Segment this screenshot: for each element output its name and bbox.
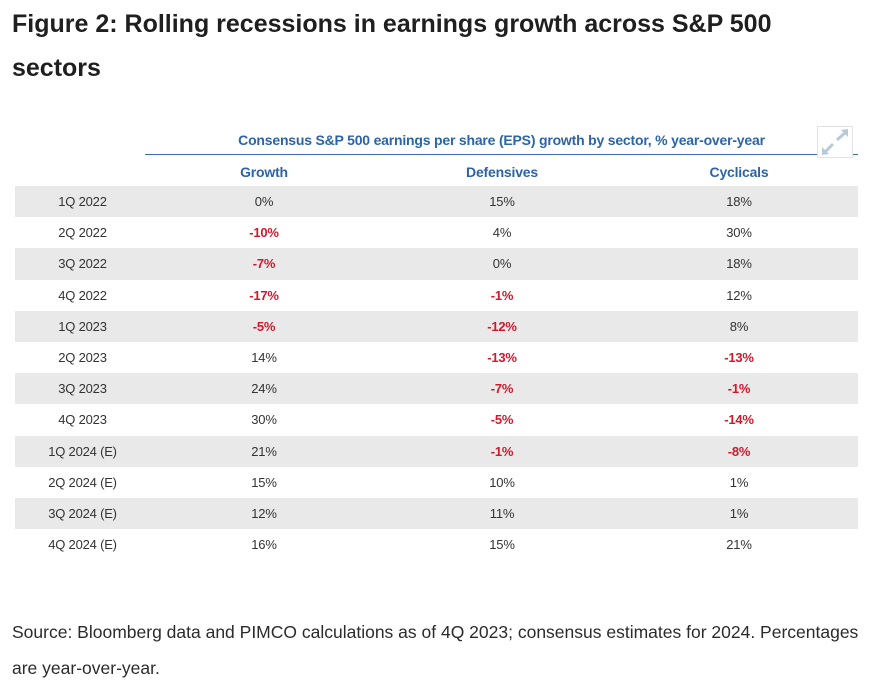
table-cell: 10%: [489, 474, 515, 490]
table-cell: -13%: [487, 349, 517, 365]
row-label: 2Q 2023: [58, 349, 107, 365]
table-cell: -7%: [252, 256, 276, 272]
table-cell: 15%: [489, 537, 515, 553]
table-cell: -1%: [727, 381, 751, 397]
table-cell: 30%: [726, 225, 752, 241]
table-cell: 14%: [251, 349, 277, 365]
row-label: 2Q 2024 (E): [48, 474, 117, 490]
row-label: 3Q 2024 (E): [48, 505, 117, 521]
source-note: Source: Bloomberg data and PIMCO calcula…: [12, 622, 859, 678]
table-cell: -1%: [490, 443, 514, 459]
table-cell: 11%: [489, 505, 515, 521]
table-cell: 4%: [492, 225, 512, 241]
row-label: 4Q 2022: [58, 287, 107, 303]
table-cell: -12%: [487, 318, 517, 334]
table-cell: -14%: [724, 412, 754, 428]
table-body: 1Q 2022 0% 15% 18% 2Q 2022 -10% 4% 30% 3Q 2022 -7…: [15, 186, 858, 560]
row-label: 1Q 2024 (E): [48, 443, 117, 459]
table-cell: 8%: [729, 318, 749, 334]
table-row: 1Q 2023 -5% -12% 8%: [15, 310, 858, 342]
table-cell: 0%: [492, 256, 512, 272]
table-cell: 18%: [726, 194, 752, 209]
table-cell: 15%: [251, 474, 277, 490]
table-cell: -5%: [490, 412, 514, 428]
table-cell: 21%: [726, 537, 752, 553]
row-label: 3Q 2022: [58, 256, 107, 272]
table-cell: 16%: [251, 537, 277, 553]
table-row: 4Q 2022 -17% -1% 12%: [15, 280, 858, 311]
table-cell: -1%: [490, 287, 514, 303]
table-row: 1Q 2022 0% 15% 18%: [15, 186, 858, 218]
table-cell: 24%: [251, 381, 277, 397]
row-label: 1Q 2022: [58, 194, 107, 209]
table-cell: 21%: [251, 443, 277, 459]
table-cell: -7%: [490, 381, 514, 397]
table-row: 3Q 2022 -7% 0% 18%: [15, 248, 858, 280]
table-cell: 12%: [251, 505, 277, 521]
table-row: 2Q 2023 14% -13% -13%: [15, 342, 858, 373]
column-header-growth: Growth: [240, 164, 288, 180]
table-cell: 30%: [251, 412, 277, 428]
table-cell: 18%: [726, 256, 752, 272]
table-row: 4Q 2023 30% -5% -14%: [15, 404, 858, 435]
table-cell: 1%: [729, 505, 749, 521]
table-row: 3Q 2024 (E) 12% 11% 1%: [15, 497, 858, 530]
row-label: 4Q 2024 (E): [48, 537, 117, 553]
table-row: 4Q 2024 (E) 16% 15% 21%: [15, 529, 858, 560]
table-subtitle: Consensus S&P 500 earnings per share (EP…: [145, 124, 858, 155]
table-cell: -5%: [252, 318, 276, 334]
table-cell: -13%: [724, 349, 754, 365]
table-cell: 15%: [489, 194, 515, 209]
table-cell: -10%: [249, 225, 279, 241]
table-row: 2Q 2024 (E) 15% 10% 1%: [15, 467, 858, 498]
table-cell: 1%: [729, 474, 749, 490]
row-label: 1Q 2023: [58, 318, 107, 334]
expand-icon[interactable]: [817, 126, 853, 158]
table-cell: -8%: [727, 443, 751, 459]
table-row: 1Q 2024 (E) 21% -1% -8%: [15, 435, 858, 467]
column-header-cyclicals: Cyclicals: [709, 164, 769, 180]
table-row: 3Q 2023 24% -7% -1%: [15, 373, 858, 405]
row-label: 3Q 2023: [58, 381, 107, 397]
column-header-defensives: Defensives: [466, 164, 538, 180]
row-label: 2Q 2022: [58, 225, 107, 241]
row-label: 4Q 2023: [58, 412, 107, 428]
table-cell: 12%: [726, 287, 752, 303]
table-cell: 0%: [254, 194, 274, 209]
column-headers: Growth Defensives Cyclicals: [15, 158, 858, 186]
table-row: 2Q 2022 -10% 4% 30%: [15, 217, 858, 248]
table-cell: -17%: [249, 287, 279, 303]
figure-title: Figure 2: Rolling recessions in earnings…: [12, 10, 772, 82]
